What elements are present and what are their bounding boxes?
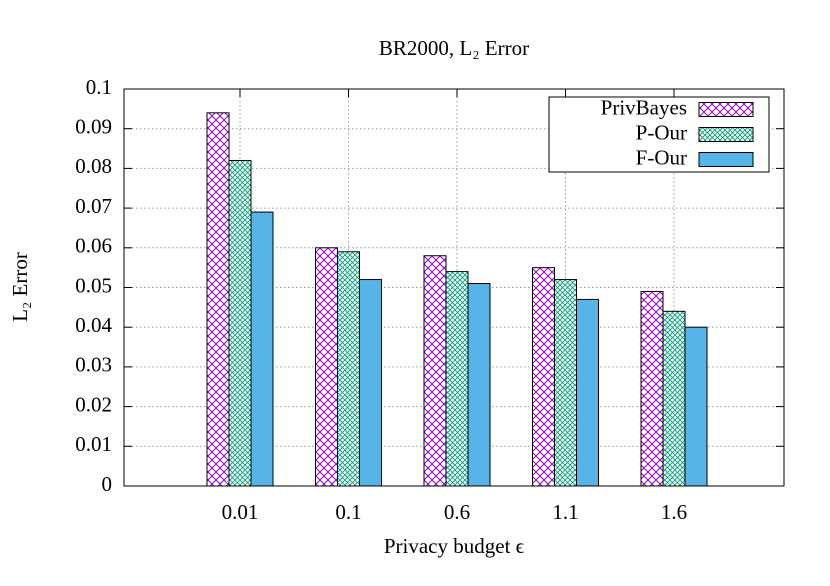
bar	[337, 251, 360, 487]
y-tick-label: 0.09	[75, 115, 112, 139]
y-tick-label: 0.03	[75, 353, 112, 377]
y-tick-label: 0.01	[75, 432, 112, 456]
bar	[423, 255, 447, 487]
y-tick-label: 0.06	[75, 234, 112, 258]
bar	[576, 298, 599, 487]
legend-swatch	[698, 127, 754, 142]
x-tick-label: 1.1	[552, 500, 578, 524]
chart-title: BR2000, L₂ Error	[379, 36, 529, 60]
x-tick-label: 0.6	[444, 500, 470, 524]
x-tick-label: 0.01	[222, 500, 259, 524]
legend-label: F-Our	[636, 145, 687, 169]
plot-frame	[123, 88, 785, 487]
legend-swatch	[698, 152, 754, 167]
bar	[554, 279, 577, 487]
bar	[206, 112, 230, 487]
bar	[228, 159, 252, 487]
legend-swatch	[698, 102, 754, 117]
bar	[445, 271, 469, 487]
y-tick-label: 0.08	[75, 154, 112, 178]
bar	[315, 247, 338, 487]
y-axis-label: L₂ Error	[8, 252, 32, 322]
x-tick-label: 1.6	[661, 500, 687, 524]
bar	[662, 310, 686, 487]
y-tick-label: 0.05	[75, 273, 112, 297]
legend-label: PrivBayes	[601, 95, 687, 119]
x-tick-label: 0.1	[335, 500, 361, 524]
bar	[532, 267, 555, 487]
bar	[359, 279, 382, 487]
bar	[640, 290, 664, 487]
bar	[684, 326, 708, 487]
y-tick-label: 0.07	[75, 194, 112, 218]
y-tick-label: 0.1	[86, 75, 112, 99]
x-axis-label: Privacy budget ϵ	[384, 534, 525, 558]
bar	[467, 283, 491, 487]
y-tick-label: 0.02	[75, 392, 112, 416]
y-tick-label: 0	[102, 472, 113, 496]
legend-label: P-Our	[636, 120, 687, 144]
y-tick-label: 0.04	[75, 313, 112, 337]
bar	[250, 211, 274, 487]
